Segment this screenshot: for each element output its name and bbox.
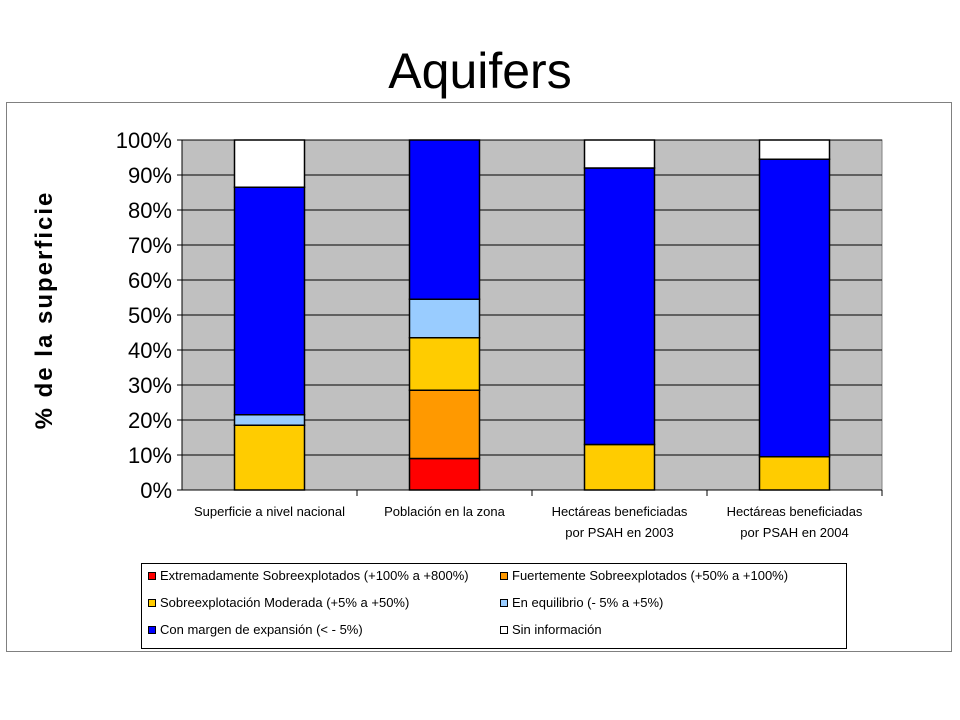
bar-segment bbox=[758, 139, 831, 160]
bar-segment bbox=[233, 414, 306, 426]
y-tick-label: 30% bbox=[128, 373, 172, 398]
y-tick-label: 60% bbox=[128, 268, 172, 293]
bar-segment bbox=[583, 167, 656, 446]
x-tick-label: Hectáreas beneficiadas bbox=[727, 504, 863, 519]
y-tick-label: 20% bbox=[128, 408, 172, 433]
y-tick-label: 50% bbox=[128, 303, 172, 328]
legend-label: Con margen de expansión (< - 5%) bbox=[160, 622, 363, 637]
chart-frame bbox=[6, 102, 952, 652]
y-tick-label: 0% bbox=[140, 478, 172, 503]
legend-item: Fuertemente Sobreexplotados (+50% a +100… bbox=[500, 568, 788, 583]
legend-label: Fuertemente Sobreexplotados (+50% a +100… bbox=[512, 568, 789, 583]
y-tick-label: 80% bbox=[128, 198, 172, 223]
bar-segment bbox=[408, 337, 481, 391]
legend-item: Con margen de expansión (< - 5%) bbox=[148, 622, 363, 637]
bar-segment bbox=[583, 443, 656, 491]
bar-segment bbox=[233, 139, 306, 188]
legend-label: Sin información bbox=[512, 622, 602, 637]
legend-label: En equilibrio (- 5% a +5%) bbox=[512, 595, 664, 610]
y-tick-label: 40% bbox=[128, 338, 172, 363]
legend-label: Sobreexplotación Moderada (+5% a +50%) bbox=[160, 595, 410, 610]
legend-label: Extremadamente Sobreexplotados (+100% a … bbox=[160, 568, 469, 583]
x-tick-label: por PSAH en 2003 bbox=[565, 525, 673, 540]
legend-swatch bbox=[500, 625, 508, 634]
legend-swatch bbox=[148, 598, 156, 607]
bar-segment bbox=[233, 186, 306, 416]
bar-segment bbox=[758, 456, 831, 491]
x-tick-label: por PSAH en 2004 bbox=[740, 525, 848, 540]
y-tick-label: 10% bbox=[128, 443, 172, 468]
bar-segment bbox=[408, 457, 481, 491]
x-tick-label: Superficie a nivel nacional bbox=[194, 504, 345, 519]
legend-swatch bbox=[148, 625, 156, 634]
slide-title: Aquifers bbox=[388, 43, 572, 99]
y-tick-label: 90% bbox=[128, 163, 172, 188]
bar-segment bbox=[233, 424, 306, 491]
legend-swatch bbox=[500, 598, 508, 607]
bar-segment bbox=[408, 139, 481, 300]
legend-swatch bbox=[500, 571, 508, 580]
y-axis-title: % de la superficie bbox=[31, 191, 58, 430]
legend-item: Sin información bbox=[500, 622, 602, 637]
bar-segment bbox=[408, 389, 481, 460]
y-tick-label: 70% bbox=[128, 233, 172, 258]
x-tick-label: Población en la zona bbox=[384, 504, 505, 519]
legend-item: En equilibrio (- 5% a +5%) bbox=[500, 595, 663, 610]
chart-legend: Extremadamente Sobreexplotados (+100% a … bbox=[141, 563, 847, 649]
bar-segment bbox=[408, 298, 481, 339]
y-tick-label: 100% bbox=[116, 128, 172, 153]
legend-item: Extremadamente Sobreexplotados (+100% a … bbox=[148, 568, 469, 583]
x-tick-label: Hectáreas beneficiadas bbox=[552, 504, 688, 519]
bar-segment bbox=[583, 139, 656, 169]
legend-swatch bbox=[148, 571, 156, 580]
legend-item: Sobreexplotación Moderada (+5% a +50%) bbox=[148, 595, 409, 610]
bar-segment bbox=[758, 158, 831, 458]
